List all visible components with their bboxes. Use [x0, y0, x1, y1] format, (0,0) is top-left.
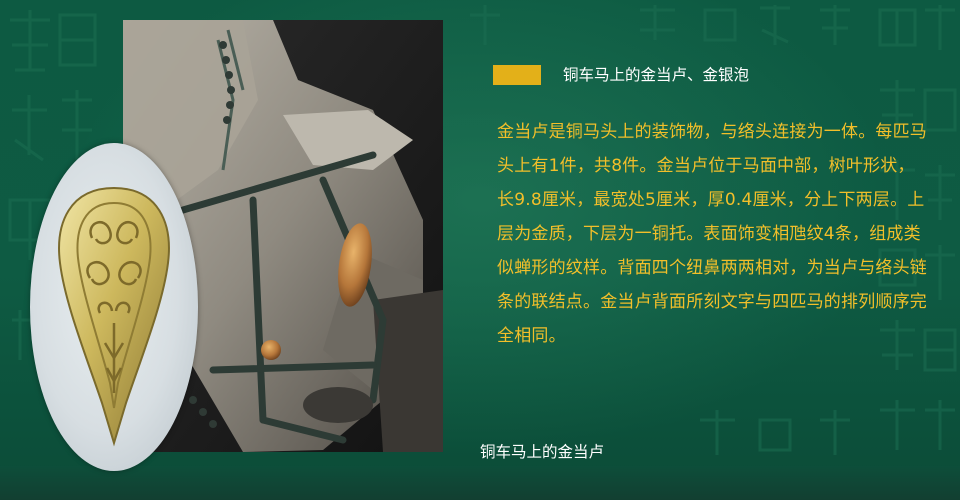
section-title: 铜车马上的金当卢、金银泡 — [563, 66, 750, 84]
gold-danglu-inset — [30, 143, 198, 471]
description-text: 金当卢是铜马头上的装饰物，与络头连接为一体。每匹马头上有1件，共8件。金当卢位于… — [497, 122, 927, 346]
title-accent-bar — [493, 65, 541, 85]
image-caption: 铜车马上的金当卢 — [480, 443, 605, 461]
bronze-horse-photo — [123, 20, 443, 452]
floor-band — [0, 466, 960, 500]
